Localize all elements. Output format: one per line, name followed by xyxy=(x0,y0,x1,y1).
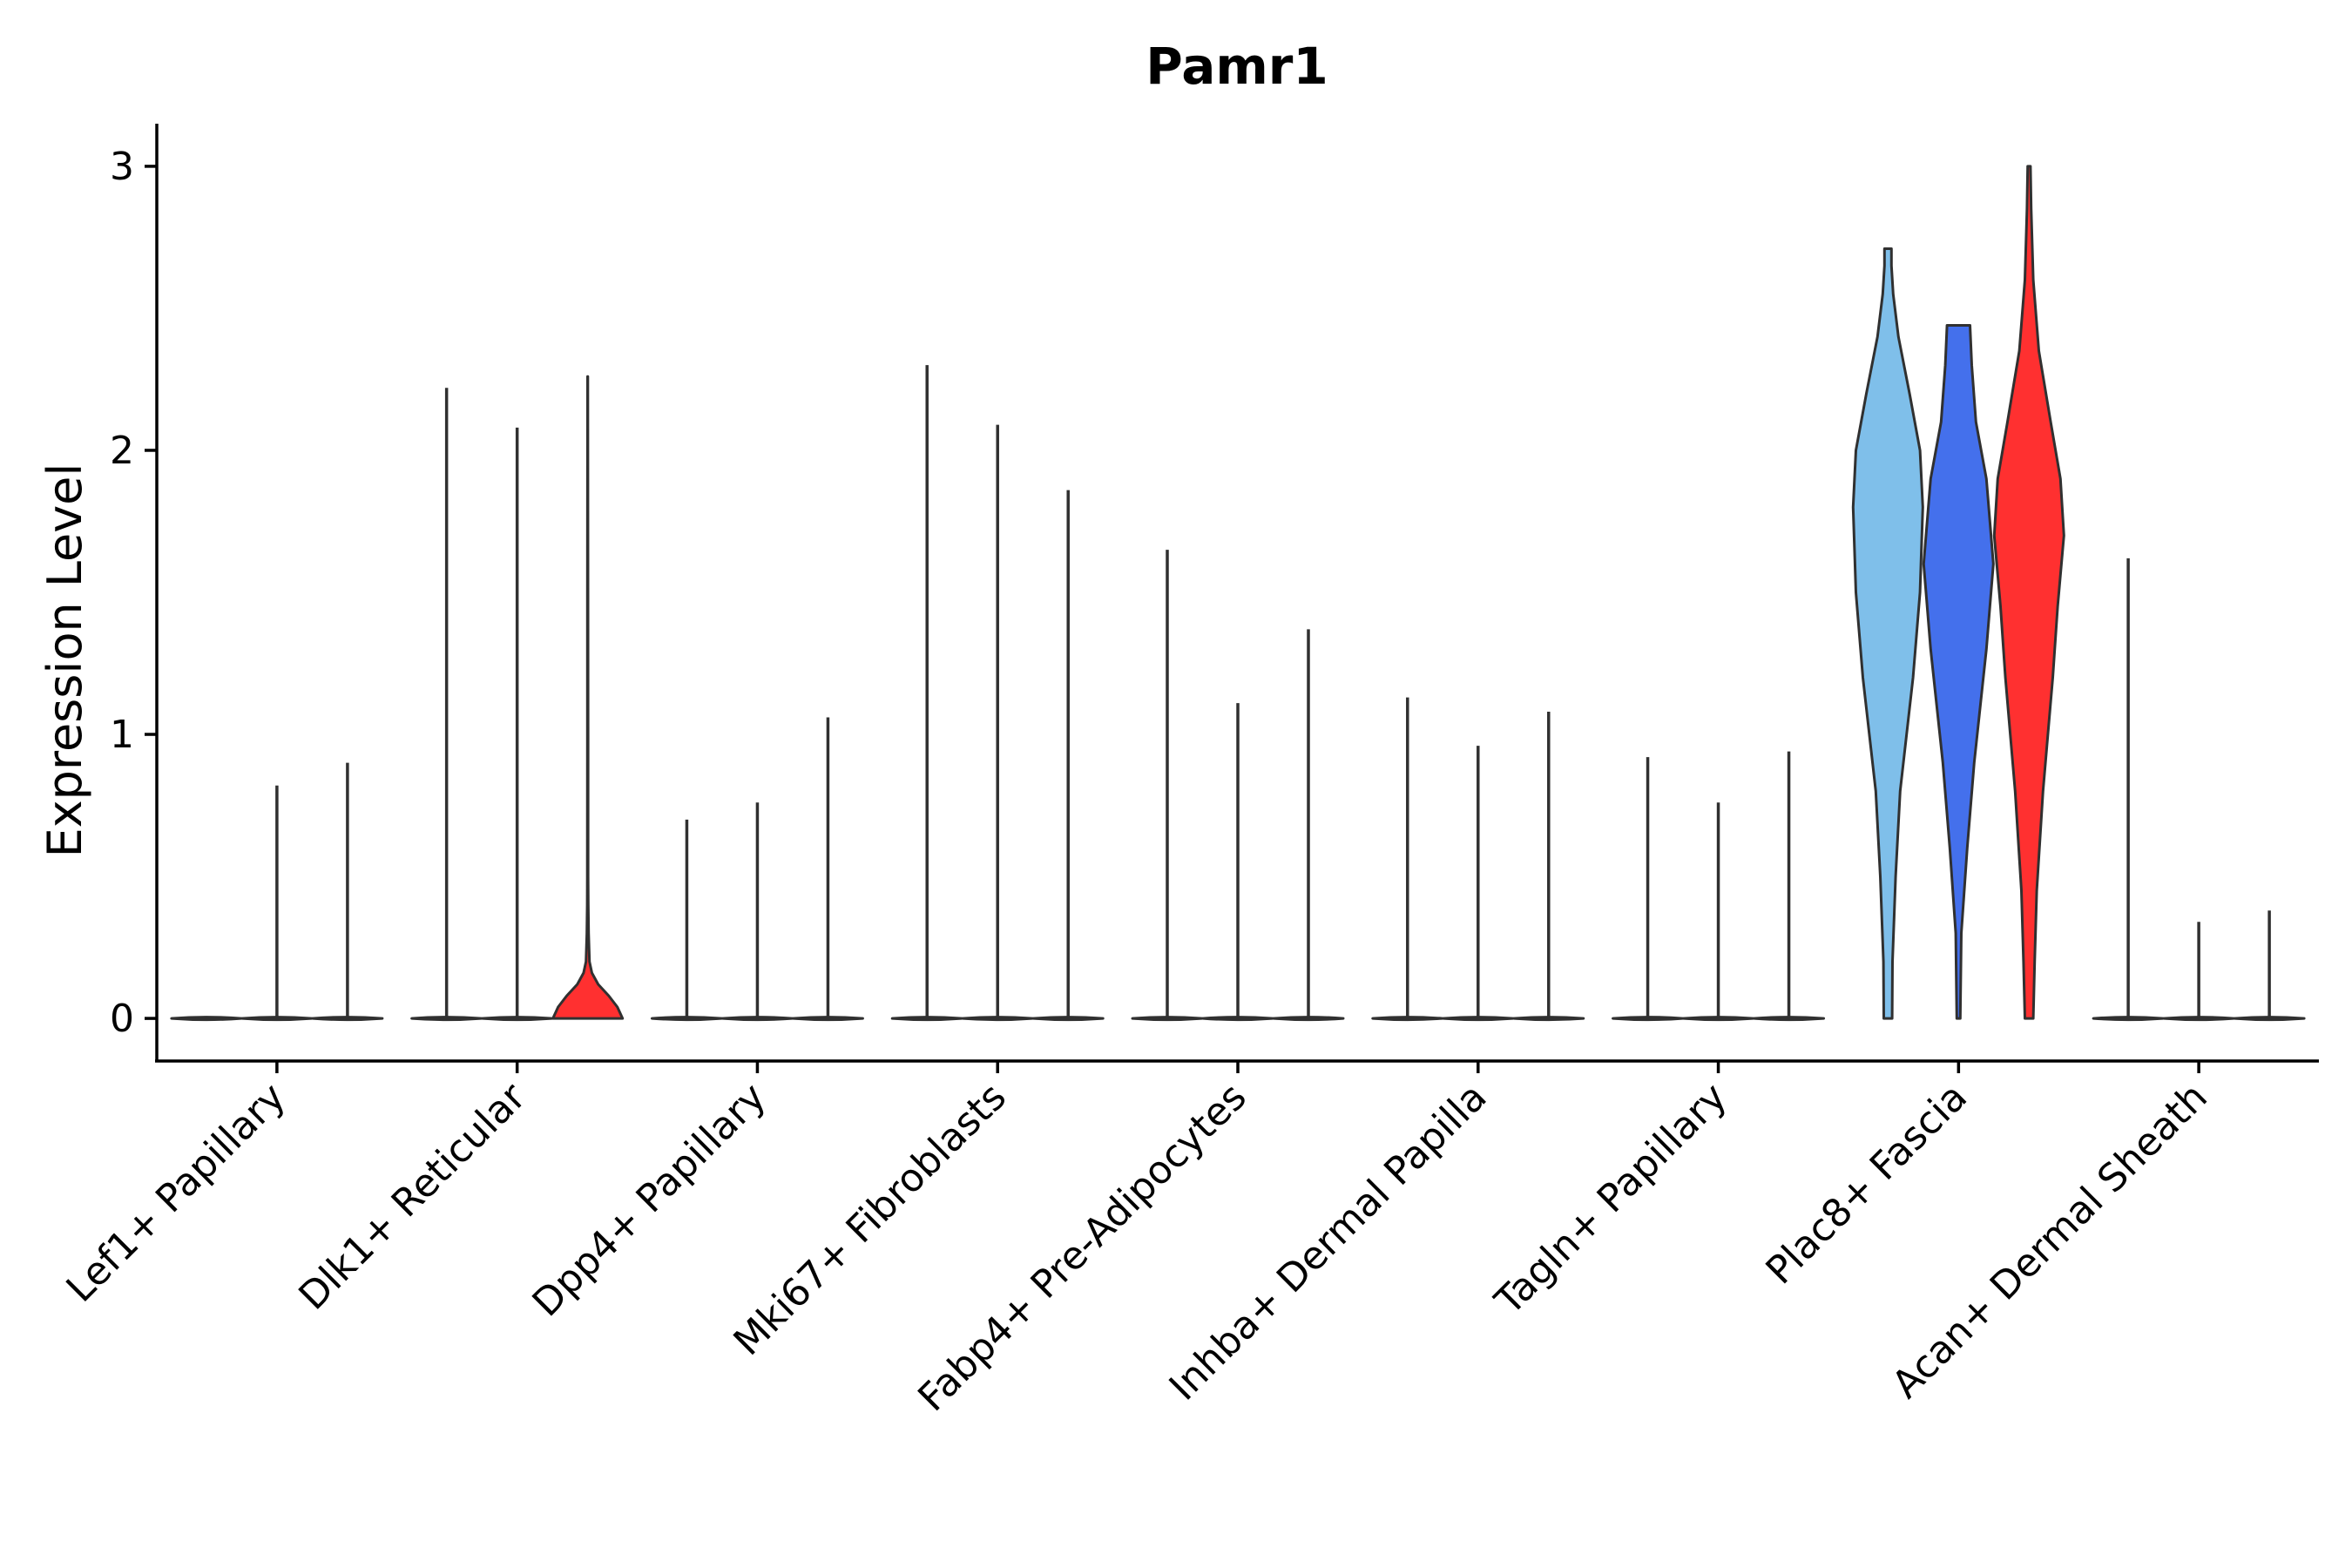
violin-lef1-papillary-1-base xyxy=(170,1016,243,1022)
chart-title: Pamr1 xyxy=(1146,37,1328,96)
y-tick-label: 3 xyxy=(110,145,134,189)
x-tick-label: Dpp4+ Papillary xyxy=(524,1075,775,1326)
y-tick-label: 0 xyxy=(110,997,134,1041)
x-tick-label: Tagln+ Papillary xyxy=(1486,1075,1735,1324)
y-tick-label: 2 xyxy=(110,429,134,473)
x-tick-label: Lef1+ Papillary xyxy=(58,1075,294,1311)
violin-plac8-fascia-1 xyxy=(1851,247,1924,1020)
x-tick-label: Mki67+ Fibroblasts xyxy=(726,1075,1015,1364)
violins-layer xyxy=(170,165,2306,1022)
y-axis-label: Expression Level xyxy=(37,463,92,858)
y-tick-label: 1 xyxy=(110,713,134,757)
x-tick-label: Plac8+ Fascia xyxy=(1758,1075,1977,1294)
y-ticks: 0 1 2 3 xyxy=(110,145,157,1041)
x-tick-label: Dlk1+ Reticular xyxy=(290,1074,535,1319)
violin-plac8-fascia-3 xyxy=(1992,165,2065,1020)
violin-plac8-fascia-2 xyxy=(1922,324,1995,1020)
violin-dlk1-reticular-3 xyxy=(551,375,625,1020)
